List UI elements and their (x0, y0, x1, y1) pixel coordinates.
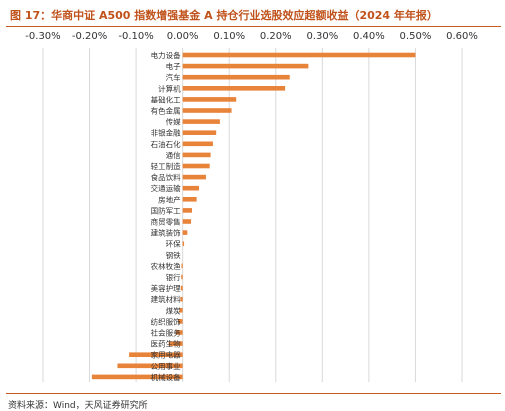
bar (175, 330, 183, 335)
bar (182, 152, 211, 158)
category-label: 石油石化 (151, 139, 181, 149)
bar (182, 119, 220, 124)
category-label: 计算机 (158, 83, 181, 93)
bar (182, 163, 210, 169)
category-labels: 电力设备电子汽车计算机基础化工有色金属传媒非银金融石油石化通信轻工制造食品饮料交… (151, 50, 181, 382)
category-label: 煤炭 (166, 305, 181, 315)
bar (182, 230, 188, 235)
x-tick-label: 0.60% (446, 31, 478, 42)
footer-divider (6, 393, 501, 394)
x-tick-label: -0.10% (118, 31, 153, 42)
category-label: 电子 (166, 61, 181, 71)
category-label: 纺织服饰 (151, 316, 181, 326)
bar (178, 319, 183, 324)
bar (182, 74, 290, 80)
category-label: 机械设备 (151, 372, 181, 382)
category-label: 环保 (166, 240, 181, 249)
x-tick-label: 0.00% (167, 31, 199, 42)
figure-title: 图 17：华商中证 A500 指数增强基金 A 持仓行业选股效应超额收益（202… (10, 9, 438, 22)
bar (182, 97, 237, 102)
x-tick-label: -0.20% (72, 31, 107, 42)
category-label: 公用事业 (151, 361, 181, 371)
category-label: 有色金属 (151, 106, 181, 116)
bar (179, 308, 183, 313)
x-tick-label: 0.20% (260, 31, 292, 42)
category-label: 建筑材料 (151, 294, 181, 304)
bar (117, 363, 183, 369)
bar (182, 108, 232, 113)
bar (180, 285, 183, 291)
chart-area: -0.30% -0.20% -0.10% 0.00% 0.10% 0.20% 0.30% 0.… (0, 26, 505, 396)
bar (181, 274, 183, 280)
x-tick-label: 0.40% (353, 31, 385, 42)
bar (182, 141, 213, 147)
category-label: 电力设备 (151, 50, 181, 60)
bar (182, 241, 185, 246)
category-label: 传媒 (166, 117, 181, 127)
bar (182, 219, 192, 224)
bar (182, 130, 217, 135)
bar (182, 86, 286, 91)
category-label: 非银金融 (151, 128, 181, 138)
category-label: 交通运输 (151, 183, 181, 193)
bar (91, 374, 183, 380)
category-label: 建筑装饰 (151, 228, 181, 238)
bar (181, 263, 183, 269)
category-label: 商贸零售 (151, 217, 181, 227)
category-label: 农林牧渔 (151, 261, 181, 271)
category-label: 轻工制造 (151, 161, 181, 171)
x-tick-label: 0.30% (306, 31, 338, 42)
title-bar: 图 17：华商中证 A500 指数增强基金 A 持仓行业选股效应超额收益（202… (6, 4, 501, 27)
x-tick-label: -0.30% (25, 31, 60, 42)
bar (182, 63, 309, 69)
gridlines (42, 48, 463, 382)
bar (168, 341, 183, 346)
x-tick-label: 0.50% (400, 31, 432, 42)
category-label: 汽车 (166, 72, 181, 82)
x-tick-label: 0.10% (213, 31, 245, 42)
category-label: 房地产 (158, 194, 181, 204)
category-label: 医药生物 (151, 339, 181, 349)
category-label: 银行 (166, 272, 181, 282)
category-label: 国防军工 (151, 205, 181, 215)
category-label: 家用电器 (151, 350, 181, 360)
category-label: 钢铁 (166, 250, 181, 260)
bar (182, 208, 192, 213)
bar (182, 52, 416, 58)
category-label: 美容护理 (151, 283, 181, 293)
bar (182, 185, 199, 191)
bar-chart: -0.30% -0.20% -0.10% 0.00% 0.10% 0.20% 0.30% 0.… (25, 31, 478, 382)
category-label: 社会服务 (151, 328, 181, 338)
category-label: 食品饮料 (151, 172, 181, 182)
bars (91, 52, 416, 380)
bar (180, 296, 183, 302)
source-note: 资料来源：Wind，天风证券研究所 (8, 401, 148, 411)
category-label: 通信 (166, 150, 181, 160)
x-tick-labels: -0.30% -0.20% -0.10% 0.00% 0.10% 0.20% 0.30% 0.… (25, 31, 478, 42)
bar (182, 197, 197, 202)
category-label: 基础化工 (151, 94, 181, 104)
bar (182, 174, 206, 180)
bar (129, 352, 183, 357)
